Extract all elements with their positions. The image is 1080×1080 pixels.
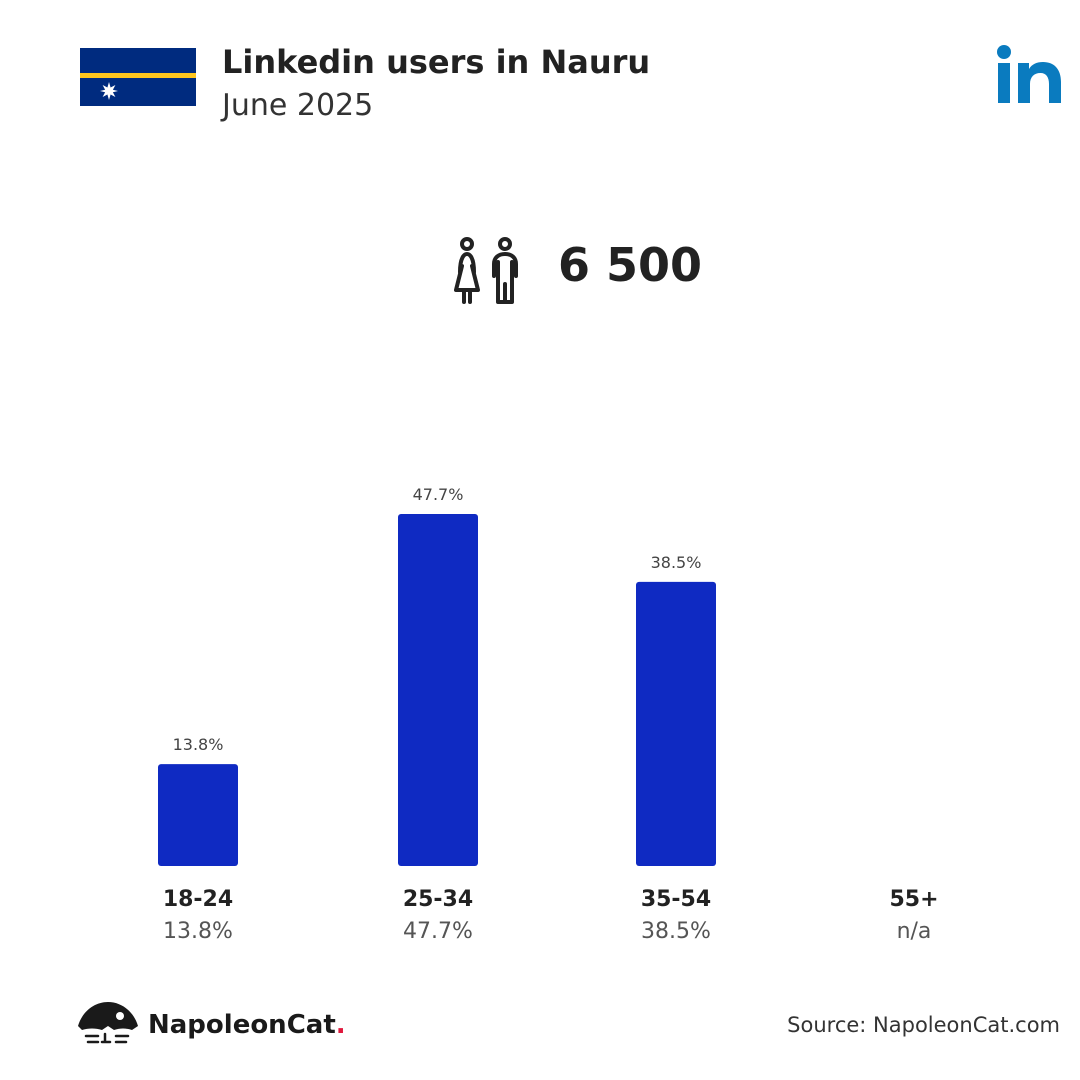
category-value-18-24: 13.8% bbox=[163, 919, 233, 944]
source-text: Source: NapoleonCat.com bbox=[787, 1013, 1060, 1037]
users-icon bbox=[454, 237, 518, 304]
chart-subtitle: June 2025 bbox=[222, 88, 374, 123]
bar-data-label-35-54: 38.5% bbox=[651, 553, 702, 572]
nauru-flag-icon bbox=[80, 48, 196, 106]
bar-35-54 bbox=[636, 581, 716, 866]
bar-data-label-25-34: 47.7% bbox=[413, 485, 464, 504]
footer-brand-dot: . bbox=[335, 1010, 346, 1040]
linkedin-logo-icon bbox=[997, 45, 1061, 103]
footer-brand: NapoleonCat. bbox=[148, 1010, 346, 1040]
chart-title: Linkedin users in Nauru bbox=[222, 43, 651, 81]
footer-brand-name: NapoleonCat bbox=[148, 1010, 336, 1040]
category-label-25-34: 25-34 bbox=[403, 887, 473, 912]
bar-18-24 bbox=[158, 764, 238, 866]
bar-25-34 bbox=[398, 514, 478, 866]
category-value-25-34: 47.7% bbox=[403, 919, 473, 944]
bar-data-label-18-24: 13.8% bbox=[173, 735, 224, 754]
users-total: 6 500 bbox=[558, 238, 703, 292]
category-value-35-54: 38.5% bbox=[641, 919, 711, 944]
category-label-35-54: 35-54 bbox=[641, 887, 711, 912]
category-label-55+: 55+ bbox=[889, 887, 938, 912]
category-label-18-24: 18-24 bbox=[163, 887, 233, 912]
category-value-55+: n/a bbox=[897, 919, 932, 944]
napoleoncat-logo-icon bbox=[78, 1002, 138, 1044]
